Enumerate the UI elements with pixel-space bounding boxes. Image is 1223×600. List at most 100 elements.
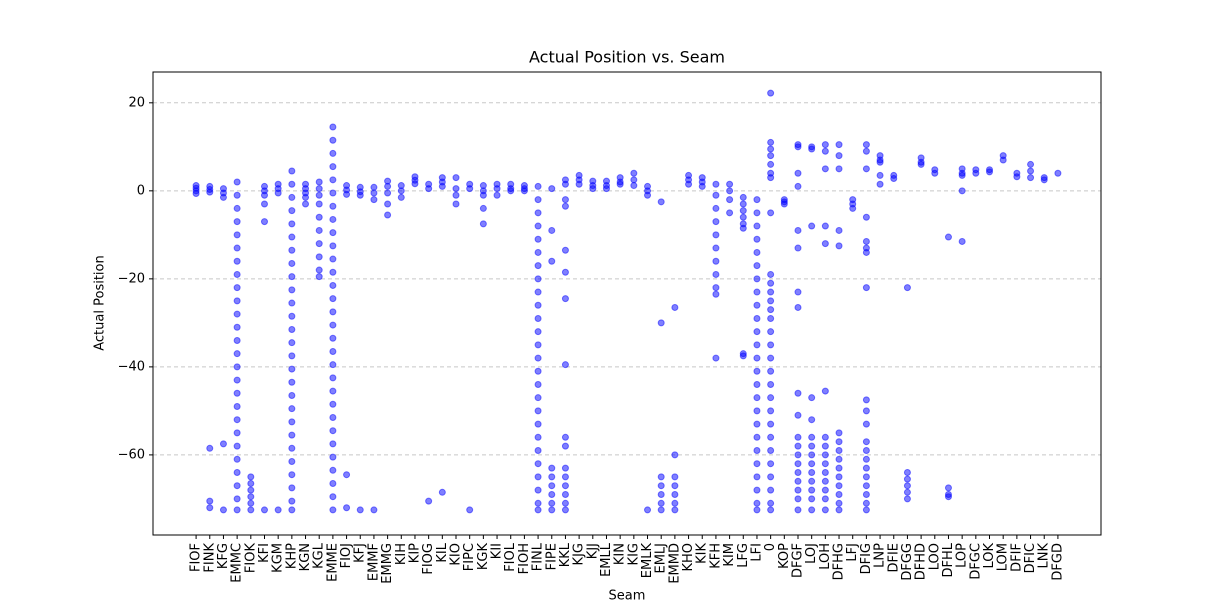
point bbox=[862, 237, 870, 245]
point bbox=[726, 180, 734, 188]
x-tick-label: KGK bbox=[476, 543, 491, 571]
point bbox=[561, 482, 569, 490]
point bbox=[753, 460, 761, 468]
point bbox=[288, 405, 296, 413]
point bbox=[548, 185, 556, 193]
point bbox=[425, 185, 433, 193]
x-tick-label: KFJ bbox=[353, 543, 368, 563]
point bbox=[657, 198, 665, 206]
point bbox=[767, 460, 775, 468]
point bbox=[534, 222, 542, 230]
point bbox=[288, 431, 296, 439]
point bbox=[630, 176, 638, 184]
x-tick-label: DFGG bbox=[900, 543, 915, 581]
point bbox=[794, 486, 802, 494]
point bbox=[329, 163, 337, 171]
x-tick-label: FINL bbox=[531, 542, 546, 571]
point bbox=[329, 440, 337, 448]
point bbox=[876, 158, 884, 166]
point bbox=[808, 394, 816, 402]
x-tick-label: KGM bbox=[271, 543, 286, 573]
point bbox=[274, 506, 282, 514]
point bbox=[384, 211, 392, 219]
x-tick-label: LFG bbox=[736, 543, 751, 568]
point bbox=[534, 182, 542, 190]
point bbox=[794, 477, 802, 485]
x-tick-label: EMMC bbox=[230, 543, 245, 583]
point bbox=[712, 270, 720, 278]
point bbox=[835, 165, 843, 173]
x-tick-label: EMMF bbox=[366, 543, 381, 581]
point bbox=[233, 204, 241, 212]
x-tick-label: KIM bbox=[722, 543, 737, 567]
point bbox=[507, 187, 515, 195]
point bbox=[712, 244, 720, 252]
point bbox=[767, 407, 775, 415]
point bbox=[561, 506, 569, 514]
point bbox=[767, 270, 775, 278]
point bbox=[726, 196, 734, 204]
point bbox=[712, 284, 720, 292]
point bbox=[206, 444, 214, 452]
point bbox=[712, 257, 720, 265]
x-tick-label: LOH bbox=[818, 543, 833, 570]
point bbox=[835, 429, 843, 437]
point bbox=[534, 196, 542, 204]
point bbox=[862, 141, 870, 149]
point bbox=[534, 235, 542, 243]
point bbox=[288, 246, 296, 254]
point bbox=[767, 354, 775, 362]
point bbox=[808, 495, 816, 503]
point bbox=[698, 182, 706, 190]
point bbox=[835, 141, 843, 149]
point bbox=[808, 451, 816, 459]
point bbox=[657, 499, 665, 507]
point bbox=[767, 380, 775, 388]
x-tick-label: KIH bbox=[394, 543, 409, 565]
point bbox=[903, 482, 911, 490]
point bbox=[657, 473, 665, 481]
point bbox=[370, 506, 378, 514]
point bbox=[329, 255, 337, 263]
point bbox=[534, 262, 542, 270]
x-tick-label: LOO bbox=[927, 543, 942, 570]
point bbox=[329, 427, 337, 435]
x-tick-label: FIPC bbox=[462, 543, 477, 571]
point bbox=[1027, 174, 1035, 182]
point bbox=[534, 288, 542, 296]
point bbox=[753, 506, 761, 514]
point bbox=[767, 288, 775, 296]
point bbox=[767, 138, 775, 146]
point bbox=[343, 471, 351, 479]
point bbox=[452, 200, 460, 208]
point bbox=[534, 433, 542, 441]
point bbox=[712, 204, 720, 212]
x-tick-label: KFG bbox=[216, 543, 231, 569]
point bbox=[561, 246, 569, 254]
point bbox=[260, 218, 268, 226]
x-tick-label: FIPE bbox=[544, 543, 559, 570]
point bbox=[561, 180, 569, 188]
point bbox=[288, 444, 296, 452]
point bbox=[808, 469, 816, 477]
x-tick-label: LNK bbox=[1037, 543, 1052, 569]
point bbox=[288, 312, 296, 320]
point bbox=[425, 497, 433, 505]
x-tick-label: DFIE bbox=[886, 543, 901, 573]
y-tick-label: −60 bbox=[118, 447, 145, 462]
point bbox=[329, 268, 337, 276]
point bbox=[753, 407, 761, 415]
point bbox=[288, 325, 296, 333]
point bbox=[835, 152, 843, 160]
point bbox=[247, 473, 255, 481]
point bbox=[739, 207, 747, 215]
point bbox=[862, 147, 870, 155]
point bbox=[206, 188, 214, 196]
x-tick-label: KFI bbox=[257, 543, 272, 563]
point bbox=[1027, 167, 1035, 175]
x-tick-label: FIOK bbox=[243, 543, 258, 574]
point bbox=[794, 495, 802, 503]
point bbox=[288, 365, 296, 373]
x-tick-label: LNP bbox=[873, 543, 888, 568]
point bbox=[739, 213, 747, 221]
